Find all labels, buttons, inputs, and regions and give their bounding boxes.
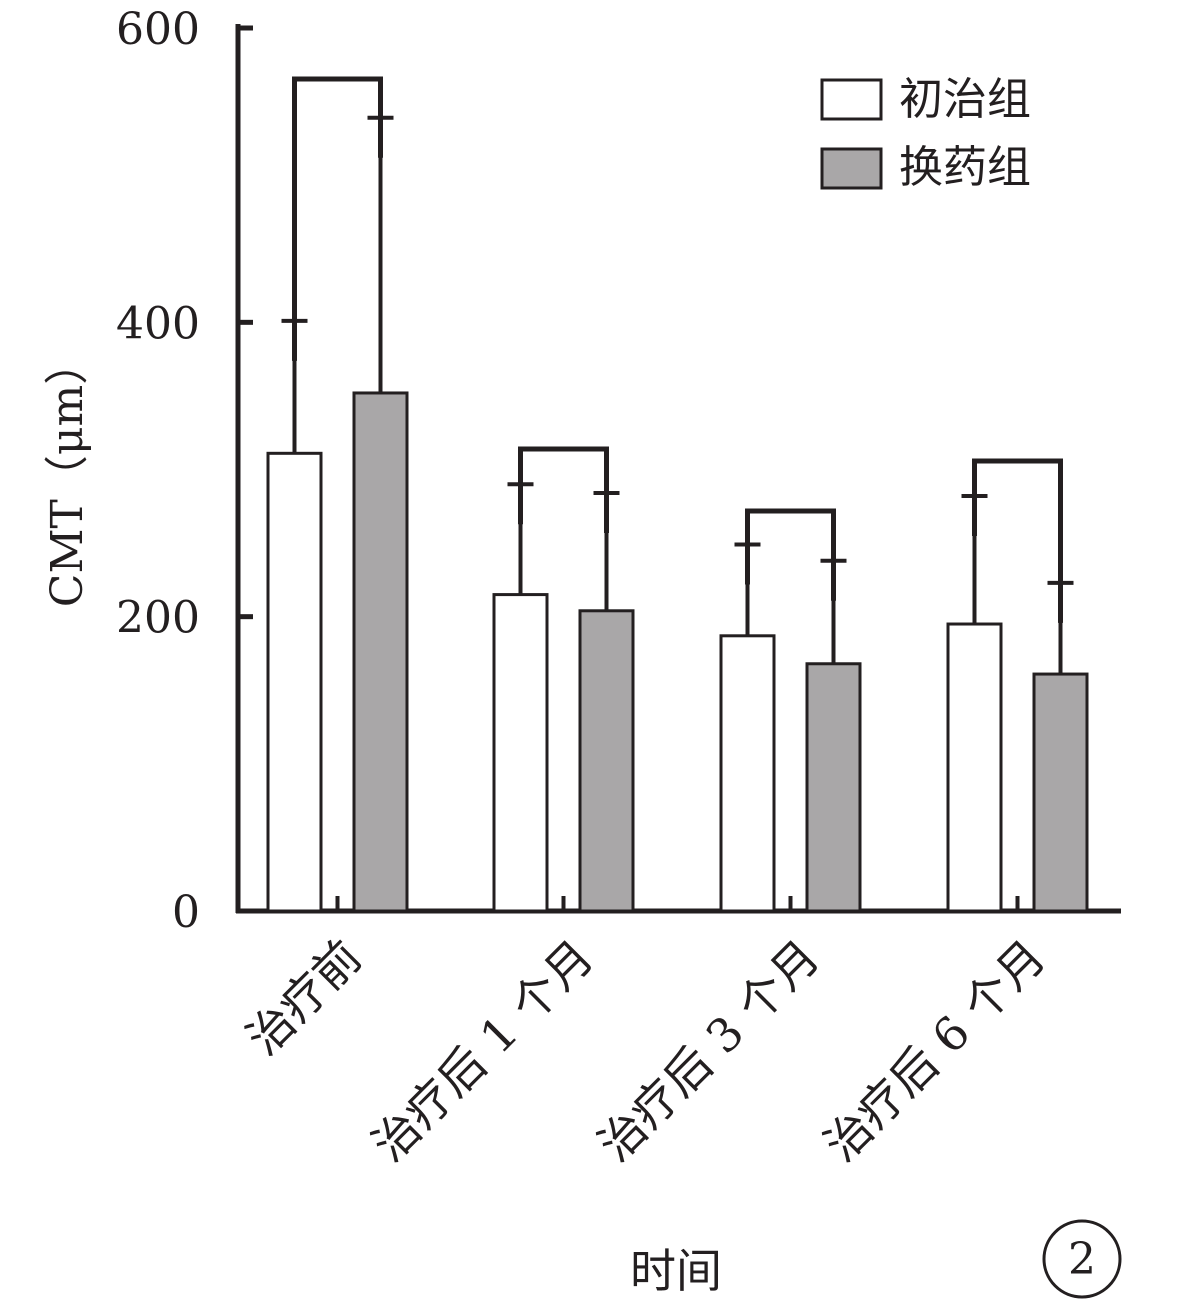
bar-series-2-3 — [805, 662, 862, 913]
y-tick-label: 0 — [172, 887, 200, 938]
bars — [266, 391, 1089, 913]
bar-series-1-4 — [946, 622, 1003, 913]
bar-series-1-3 — [719, 634, 776, 913]
x-tick-label: 治疗后 3 个月 — [588, 930, 830, 1172]
panel-label: 2 — [1042, 1219, 1122, 1299]
bar-series-2-1 — [352, 391, 409, 913]
y-ticks: 0 200 400 600 — [116, 4, 253, 938]
comparison-bracket-2 — [518, 446, 609, 534]
x-tick-label: 治疗前 — [236, 930, 372, 1066]
panel-label-text: 2 — [1068, 1234, 1096, 1285]
legend-label-series-1: 初治组 — [899, 74, 1031, 125]
x-tick-label: 治疗后 1 个月 — [362, 930, 604, 1172]
bar-series-1-1 — [266, 451, 323, 913]
comparison-bracket-3 — [745, 508, 836, 601]
x-tick-label: 治疗后 6 个月 — [814, 930, 1056, 1172]
bar-series-2-2 — [578, 609, 635, 913]
y-tick-label: 600 — [116, 4, 200, 55]
panel-label-circle — [1042, 1219, 1122, 1299]
y-axis-title: CMT（μm） — [42, 341, 93, 607]
legend-label-series-2: 换药组 — [899, 142, 1031, 193]
legend-swatch-series-2 — [820, 147, 883, 190]
y-tick-label: 400 — [116, 298, 200, 349]
bar-series-2-4 — [1032, 672, 1089, 913]
bar-series-1-2 — [492, 593, 549, 913]
error-bars — [281, 115, 1074, 675]
x-axis-title: 时间 — [630, 1244, 722, 1298]
x-ticks — [335, 896, 1020, 911]
legend: 初治组 换药组 — [820, 74, 1031, 193]
legend-swatch-series-1 — [820, 78, 883, 121]
comparison-bracket-1 — [292, 76, 383, 361]
y-tick-label: 200 — [116, 593, 200, 644]
comparison-bracket-4 — [972, 458, 1063, 623]
